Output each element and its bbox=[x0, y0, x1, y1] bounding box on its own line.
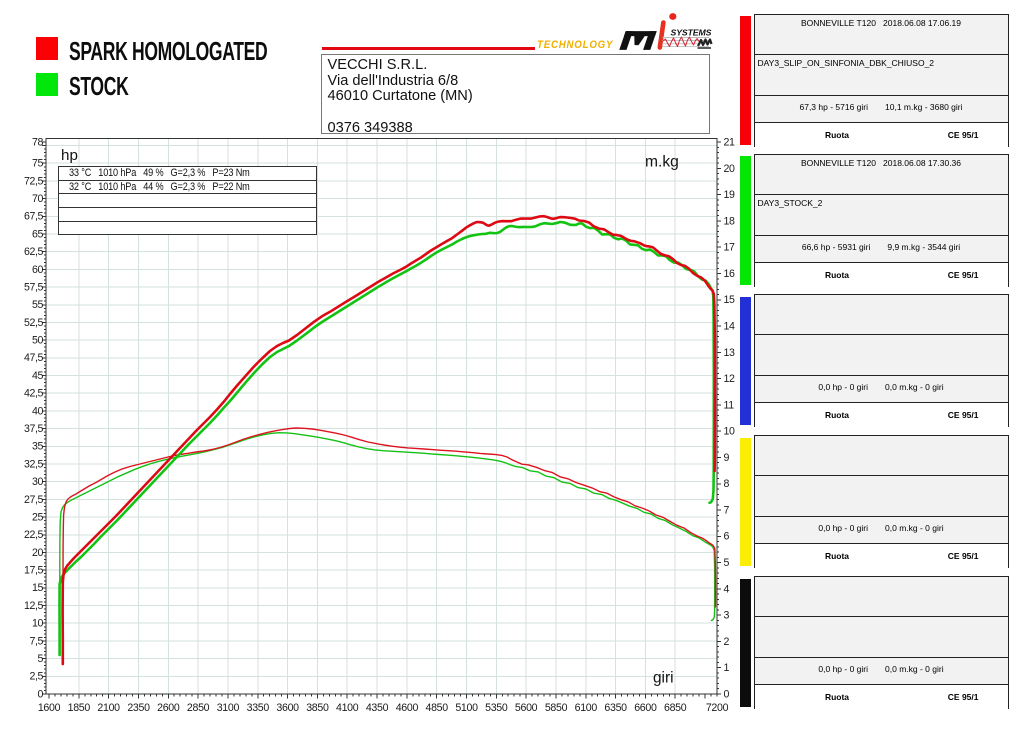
svg-text:20: 20 bbox=[32, 547, 43, 559]
svg-text:4100: 4100 bbox=[336, 702, 359, 714]
svg-text:4350: 4350 bbox=[366, 702, 389, 714]
svg-text:2100: 2100 bbox=[97, 702, 120, 714]
svg-text:20: 20 bbox=[724, 163, 735, 175]
svg-text:6350: 6350 bbox=[604, 702, 627, 714]
svg-text:67,5: 67,5 bbox=[24, 211, 44, 223]
svg-text:5: 5 bbox=[38, 653, 44, 665]
svg-text:12,5: 12,5 bbox=[24, 600, 44, 612]
svg-text:10: 10 bbox=[724, 426, 735, 438]
svg-text:17,5: 17,5 bbox=[24, 565, 44, 577]
svg-text:21: 21 bbox=[724, 137, 735, 149]
svg-text:0: 0 bbox=[38, 688, 44, 700]
svg-text:giri: giri bbox=[653, 670, 674, 687]
svg-text:2,5: 2,5 bbox=[29, 671, 43, 683]
svg-text:5: 5 bbox=[724, 557, 730, 569]
svg-text:SYSTEMS: SYSTEMS bbox=[671, 28, 712, 38]
svg-text:3350: 3350 bbox=[247, 702, 270, 714]
svg-text:55: 55 bbox=[32, 299, 43, 311]
svg-text:2: 2 bbox=[724, 636, 730, 648]
svg-text:27,5: 27,5 bbox=[24, 494, 44, 506]
svg-text:25: 25 bbox=[32, 512, 43, 524]
svg-text:0: 0 bbox=[724, 688, 730, 700]
svg-text:32,5: 32,5 bbox=[24, 458, 44, 470]
svg-text:35: 35 bbox=[32, 441, 43, 453]
svg-text:7: 7 bbox=[724, 504, 730, 516]
svg-text:6600: 6600 bbox=[634, 702, 657, 714]
svg-text:2600: 2600 bbox=[157, 702, 180, 714]
svg-text:50: 50 bbox=[32, 335, 43, 347]
svg-text:14: 14 bbox=[724, 321, 735, 333]
svg-text:13: 13 bbox=[724, 347, 735, 359]
svg-text:6: 6 bbox=[724, 531, 730, 543]
svg-text:1850: 1850 bbox=[68, 702, 91, 714]
svg-text:40: 40 bbox=[32, 405, 43, 417]
svg-text:9: 9 bbox=[724, 452, 730, 464]
svg-text:37,5: 37,5 bbox=[24, 423, 44, 435]
svg-text:8: 8 bbox=[724, 478, 730, 490]
svg-text:19: 19 bbox=[724, 189, 735, 201]
svg-text:16: 16 bbox=[724, 268, 735, 280]
svg-text:5850: 5850 bbox=[545, 702, 568, 714]
svg-text:3850: 3850 bbox=[306, 702, 329, 714]
svg-text:5100: 5100 bbox=[455, 702, 478, 714]
svg-text:65: 65 bbox=[32, 228, 43, 240]
svg-text:5350: 5350 bbox=[485, 702, 508, 714]
svg-text:4: 4 bbox=[724, 583, 730, 595]
svg-text:1600: 1600 bbox=[38, 702, 61, 714]
svg-text:30: 30 bbox=[32, 476, 43, 488]
svg-text:3100: 3100 bbox=[217, 702, 240, 714]
svg-text:6850: 6850 bbox=[664, 702, 687, 714]
svg-text:6100: 6100 bbox=[575, 702, 598, 714]
svg-text:5600: 5600 bbox=[515, 702, 538, 714]
svg-text:2850: 2850 bbox=[187, 702, 210, 714]
svg-text:57,5: 57,5 bbox=[24, 282, 44, 294]
svg-text:78: 78 bbox=[32, 136, 43, 148]
svg-text:62,5: 62,5 bbox=[24, 246, 44, 258]
svg-text:7200: 7200 bbox=[706, 702, 729, 714]
svg-text:2350: 2350 bbox=[127, 702, 150, 714]
svg-text:11: 11 bbox=[724, 399, 735, 411]
svg-text:10: 10 bbox=[32, 618, 43, 630]
svg-text:42,5: 42,5 bbox=[24, 388, 44, 400]
svg-text:22,5: 22,5 bbox=[24, 529, 44, 541]
svg-text:1: 1 bbox=[724, 662, 730, 674]
svg-text:12: 12 bbox=[724, 373, 735, 385]
svg-text:hp: hp bbox=[61, 147, 78, 164]
svg-text:17: 17 bbox=[724, 242, 735, 254]
svg-text:18: 18 bbox=[724, 215, 735, 227]
svg-text:15: 15 bbox=[724, 294, 735, 306]
svg-text:75: 75 bbox=[32, 158, 43, 170]
svg-text:52,5: 52,5 bbox=[24, 317, 44, 329]
svg-text:60: 60 bbox=[32, 264, 43, 276]
svg-text:m.kg: m.kg bbox=[645, 154, 679, 171]
svg-text:15: 15 bbox=[32, 582, 43, 594]
svg-text:70: 70 bbox=[32, 193, 43, 205]
svg-text:3600: 3600 bbox=[276, 702, 299, 714]
svg-text:4850: 4850 bbox=[426, 702, 449, 714]
svg-text:45: 45 bbox=[32, 370, 43, 382]
svg-text:4600: 4600 bbox=[396, 702, 419, 714]
svg-text:72,5: 72,5 bbox=[24, 175, 44, 187]
svg-text:7,5: 7,5 bbox=[29, 635, 43, 647]
svg-text:3: 3 bbox=[724, 610, 730, 622]
svg-text:47,5: 47,5 bbox=[24, 352, 44, 364]
